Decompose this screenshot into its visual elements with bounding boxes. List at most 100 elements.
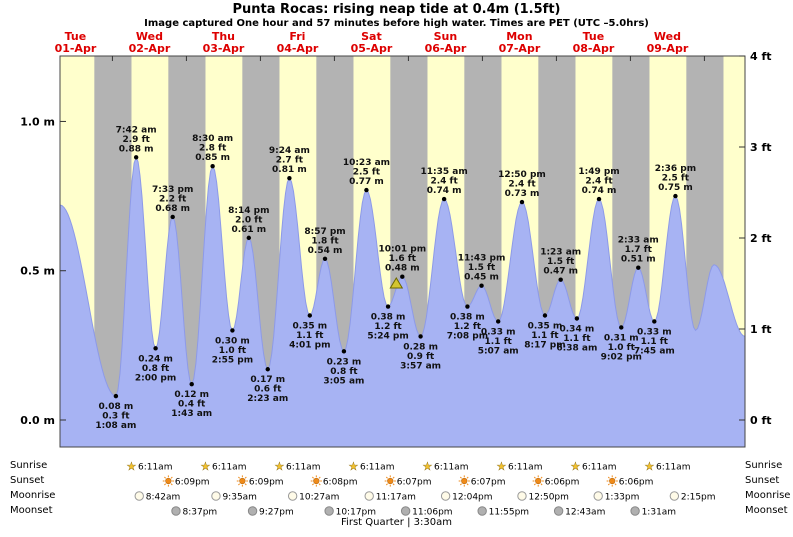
moonrise-icon xyxy=(669,491,680,501)
tide-event-dot xyxy=(210,164,215,169)
moonset-label-left: Moonset xyxy=(10,505,53,516)
tide-event-label: 0.23 m xyxy=(327,357,362,367)
day-label: Wed xyxy=(654,30,681,43)
tide-event-label: 0.8 ft xyxy=(142,364,170,374)
tide-event-label: 11:35 am xyxy=(421,167,468,177)
moonset-icon xyxy=(400,506,411,516)
day-date-label: 04-Apr xyxy=(277,42,319,55)
sunset-time: 6:06pm xyxy=(619,478,654,488)
tide-event-dot xyxy=(441,196,447,202)
sunset-icon xyxy=(535,477,542,485)
moonset-time: 9:27pm xyxy=(259,508,294,518)
sunrise-time: 6:11am xyxy=(138,463,173,473)
day-label: Sun xyxy=(434,30,458,43)
sunset-icon-ray xyxy=(607,483,610,486)
tide-event-dot xyxy=(465,304,470,309)
tide-event-label: 2.5 ft xyxy=(662,174,690,184)
moonrise-time: 11:17am xyxy=(376,493,416,503)
sunset-icon-ray xyxy=(164,483,167,486)
tide-event-label: 0.45 m xyxy=(464,273,499,283)
tide-event-label: 1.5 ft xyxy=(547,257,575,267)
tide-event-dot xyxy=(322,256,328,261)
sunset-icon-ray xyxy=(385,483,388,486)
moonrise-icon xyxy=(287,491,298,501)
tide-event-label: 1.2 ft xyxy=(374,322,402,332)
tide-event-dot xyxy=(558,277,563,282)
tide-event-label: 0.17 m xyxy=(250,375,285,385)
sunset-icon xyxy=(387,477,394,485)
tide-event-label: 5:07 am xyxy=(478,346,519,356)
tide-event-dot xyxy=(619,325,624,330)
moonset-icon xyxy=(477,506,487,516)
sunrise-label-right: Sunrise xyxy=(745,460,783,471)
sunset-icon-ray xyxy=(540,483,543,486)
tide-event-label: 0.54 m xyxy=(308,246,343,256)
moonrise-label-left: Moonrise xyxy=(10,490,56,501)
tide-event-label: 0.3 ft xyxy=(102,412,130,422)
moonrise-time: 12:04pm xyxy=(452,493,492,503)
sunset-time: 6:08pm xyxy=(323,478,358,488)
sunset-icon-ray xyxy=(533,483,536,486)
tide-event-label: 0.38 m xyxy=(450,313,485,323)
tide-event-label: 1.8 ft xyxy=(311,236,339,246)
tide-event-label: 1.1 ft xyxy=(296,331,324,341)
tide-event-label: 2:36 pm xyxy=(655,164,696,174)
tide-event-dot xyxy=(189,381,194,387)
moonset-icon xyxy=(630,506,640,516)
moonrise-icon xyxy=(134,491,144,501)
moonset-label-right: Moonset xyxy=(745,505,788,516)
tide-event-label: 5:24 pm xyxy=(367,332,408,342)
sunset-time: 6:07pm xyxy=(397,478,432,488)
tide-event-label: 7:45 am xyxy=(634,346,675,356)
moonrise-time: 2:15pm xyxy=(681,493,716,503)
plot-border xyxy=(59,55,746,448)
sunset-icon-ray xyxy=(318,483,321,486)
tide-event-dot xyxy=(673,193,678,199)
sunset-icon xyxy=(461,477,468,485)
tide-event-label: 0.81 m xyxy=(272,165,307,175)
y-axis-label-ft: 4 ft xyxy=(750,50,772,63)
sunset-icon-ray xyxy=(392,476,395,479)
moonset-icon xyxy=(247,506,258,516)
tide-event-label: 10:01 pm xyxy=(378,245,426,255)
day-label: Wed xyxy=(136,30,163,43)
moon-phase-text: First Quarter | 3:30am xyxy=(341,517,452,528)
moonrise-icon xyxy=(593,491,603,501)
tide-event-label: 2:00 pm xyxy=(135,373,176,383)
tide-event-label: 4:01 pm xyxy=(289,341,330,351)
tide-event-label: 1.1 ft xyxy=(531,331,559,341)
tide-event-dot xyxy=(246,235,252,241)
sunset-icon-ray xyxy=(459,483,462,486)
moonrise-time: 8:42am xyxy=(146,493,181,503)
moonrise-time: 1:33pm xyxy=(605,493,640,503)
tide-event-label: 0.85 m xyxy=(195,153,230,163)
tide-event-label: 8:17 pm xyxy=(524,341,565,351)
tide-event-label: 0.47 m xyxy=(543,267,578,277)
sunset-icon-ray xyxy=(312,483,314,486)
sunset-time: 6:06pm xyxy=(545,478,580,488)
sunrise-time: 6:11am xyxy=(212,463,247,473)
tide-event-label: 2.4 ft xyxy=(585,177,613,187)
tide-event-label: 0.38 m xyxy=(371,313,406,323)
tide-event-label: 0.35 m xyxy=(528,322,563,332)
sunrise-icon: ★ xyxy=(275,460,285,473)
sunrise-icon: ★ xyxy=(127,460,137,473)
moonrise-icon xyxy=(364,491,374,501)
sunset-icon-ray xyxy=(312,476,314,479)
tide-event-label: 0.51 m xyxy=(621,255,656,265)
tide-event-label: 1.6 ft xyxy=(389,254,417,264)
tide-event-dot xyxy=(364,187,369,193)
tide-event-label: 1.7 ft xyxy=(625,245,653,255)
sunset-icon-ray xyxy=(238,483,241,486)
tide-event-dot xyxy=(418,334,423,339)
y-axis-label-m: 0.0 m xyxy=(20,414,55,427)
tide-event-label: 0.4 ft xyxy=(178,400,206,410)
sunset-icon-ray xyxy=(244,483,247,486)
y-axis-label-ft: 0 ft xyxy=(750,414,772,427)
tide-event-label: 1.1 ft xyxy=(485,337,513,347)
sunset-time: 6:09pm xyxy=(249,478,284,488)
tide-event-label: 8:30 am xyxy=(192,134,233,144)
tide-event-label: 0.33 m xyxy=(481,327,516,337)
day-date-label: 05-Apr xyxy=(351,42,393,55)
day-date-label: 03-Apr xyxy=(203,42,245,55)
